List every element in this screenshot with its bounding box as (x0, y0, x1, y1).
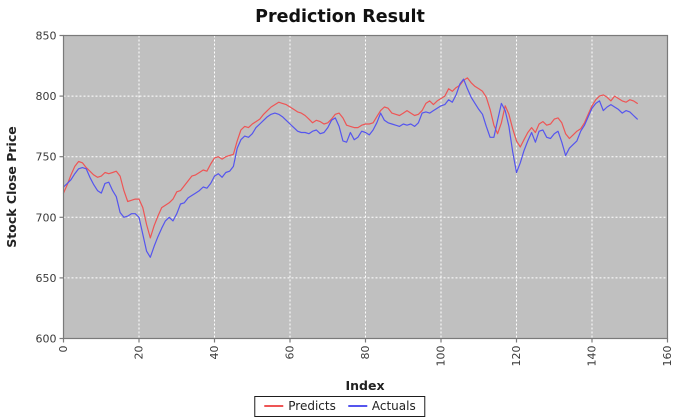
y-axis-title: Stock Close Price (4, 126, 19, 247)
plot-area: 0 20 40 60 80 100 120 140 160 600 650 700 750 800 850 (36, 30, 675, 367)
y-tick-label: 600 (36, 333, 57, 346)
chart-title: Prediction Result (255, 7, 425, 27)
x-tick-label: 140 (586, 346, 599, 367)
y-tick-label: 700 (36, 211, 57, 224)
y-tick-label: 650 (36, 272, 57, 285)
x-tick-label: 80 (359, 346, 372, 360)
x-tick-label: 60 (284, 346, 297, 360)
x-tick-label: 40 (208, 346, 221, 360)
y-tick-label: 850 (36, 30, 57, 43)
legend-label-actuals: Actuals (371, 399, 416, 413)
y-tick-label: 800 (36, 90, 57, 103)
x-tick-label: 120 (510, 346, 523, 367)
legend-item-actuals: Actuals (347, 399, 416, 413)
actuals-line-swatch (347, 405, 367, 407)
x-tick-label: 0 (57, 346, 70, 353)
legend-label-predicts: Predicts (288, 399, 336, 413)
y-tick-label: 750 (36, 151, 57, 164)
predicts-line-swatch (264, 405, 284, 407)
x-axis-title: Index (345, 378, 384, 393)
legend: Predicts Actuals (254, 396, 426, 417)
x-tick-label: 20 (133, 346, 146, 360)
x-tick-label: 100 (435, 346, 448, 367)
x-tick-label: 160 (661, 346, 674, 367)
predicts-line (62, 77, 638, 239)
legend-item-predicts: Predicts (264, 399, 336, 413)
actuals-line (62, 78, 638, 258)
